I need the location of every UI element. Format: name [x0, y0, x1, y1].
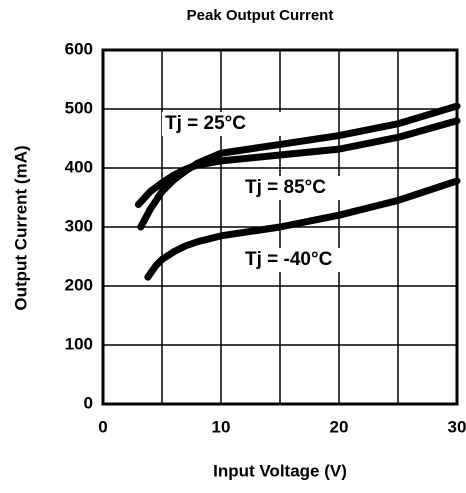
series-line: [134, 117, 461, 209]
series-label: Tj = -40°C: [245, 249, 333, 270]
series-line: [144, 177, 461, 281]
plot-frame: [101, 48, 459, 406]
label-bg: [242, 248, 362, 272]
y-tick-label: 200: [65, 275, 93, 294]
label-bg: [242, 176, 362, 200]
x-tick-label: 10: [212, 417, 231, 436]
x-axis-label: Input Voltage (V): [213, 461, 347, 480]
y-tick-label: 100: [65, 334, 93, 353]
x-tick-label: 20: [330, 417, 349, 436]
y-tick-label: 600: [65, 39, 93, 58]
series-label: Tj = 85°C: [245, 177, 326, 198]
chart-title: Peak Output Current: [187, 7, 334, 24]
y-tick-label: 500: [65, 98, 93, 117]
label-bg: [162, 112, 282, 136]
y-tick-label: 300: [65, 216, 93, 235]
series-label: Tj = 25°C: [165, 113, 246, 134]
y-tick-label: 400: [65, 157, 93, 176]
y-axis-label: Output Current (mA): [11, 145, 30, 310]
x-tick-label: 0: [98, 417, 107, 436]
x-tick-label: 30: [448, 417, 466, 436]
y-tick-label: 0: [84, 393, 93, 412]
